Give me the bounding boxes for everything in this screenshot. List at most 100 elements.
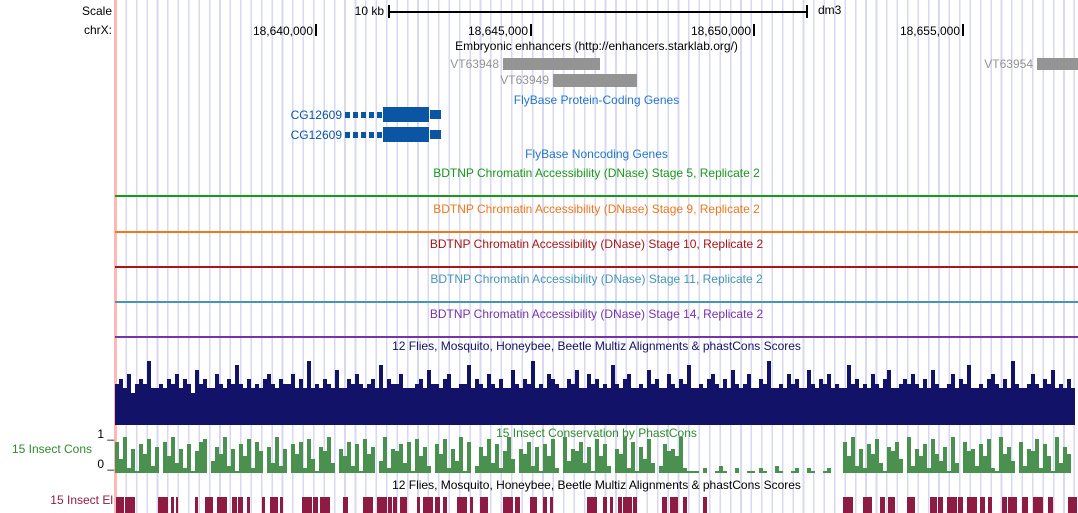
noncoding-genes-track-title[interactable]: FlyBase Noncoding Genes xyxy=(525,147,668,161)
conserved-element-block[interactable] xyxy=(623,497,632,513)
enhancer-box[interactable] xyxy=(1037,58,1078,70)
scale-bar-text: 10 kb xyxy=(354,4,384,18)
conserved-element-block[interactable] xyxy=(610,497,613,513)
bdtnp-track-label[interactable]: BDTNP Chromatin Accessibility (DNase) St… xyxy=(433,166,760,180)
conservation-wiggle-plot[interactable] xyxy=(115,437,1078,473)
conserved-element-block[interactable] xyxy=(247,497,250,513)
bdtnp-track-label[interactable]: BDTNP Chromatin Accessibility (DNase) St… xyxy=(429,307,764,321)
wiggle-bar xyxy=(879,388,883,425)
enhancers-track-title[interactable]: Embryonic enhancers (http://enhancers.st… xyxy=(455,39,738,53)
conserved-element-block[interactable] xyxy=(171,497,174,513)
conserved-element-block[interactable] xyxy=(176,497,178,513)
conserved-element-block[interactable] xyxy=(158,497,168,513)
wiggle-bar xyxy=(339,449,343,473)
gene-label[interactable]: CG12609 xyxy=(290,108,342,122)
conserved-element-block[interactable] xyxy=(232,497,237,513)
conserved-element-block[interactable] xyxy=(587,497,597,513)
conserved-element-block[interactable] xyxy=(880,497,885,513)
conserved-element-block[interactable] xyxy=(980,497,985,513)
conserved-element-block[interactable] xyxy=(843,497,853,513)
conserved-element-block[interactable] xyxy=(388,497,392,513)
conserved-element-block[interactable] xyxy=(618,497,622,513)
enhancer-box[interactable] xyxy=(503,58,600,70)
conserved-element-block[interactable] xyxy=(400,497,407,513)
wiggle-bar xyxy=(943,388,947,425)
conserved-element-block[interactable] xyxy=(863,497,872,513)
conserved-element-block[interactable] xyxy=(125,497,135,513)
conserved-element-block[interactable] xyxy=(1033,497,1043,513)
conserved-element-block[interactable] xyxy=(958,497,963,513)
conserved-element-block[interactable] xyxy=(1068,497,1077,513)
conserved-element-block[interactable] xyxy=(343,497,348,513)
conserved-element-block[interactable] xyxy=(670,497,678,513)
conserved-element-block[interactable] xyxy=(443,497,447,513)
conserved-element-block[interactable] xyxy=(530,497,537,513)
wiggle-bar xyxy=(975,388,979,425)
conserved-element-block[interactable] xyxy=(116,497,124,513)
conserved-element-block[interactable] xyxy=(947,497,957,513)
conserved-element-block[interactable] xyxy=(703,497,707,513)
conserved-element-block[interactable] xyxy=(1002,497,1007,513)
conserved-element-block[interactable] xyxy=(195,497,198,513)
conserved-element-block[interactable] xyxy=(262,497,265,513)
conserved-element-block[interactable] xyxy=(1048,497,1053,513)
conserved-element-block[interactable] xyxy=(907,497,915,513)
conserved-element-block[interactable] xyxy=(363,497,373,513)
conserved-element-block[interactable] xyxy=(393,497,397,513)
conserved-element-block[interactable] xyxy=(417,497,420,513)
conserved-element-block[interactable] xyxy=(930,497,937,513)
bdtnp-track-baseline xyxy=(115,301,1078,303)
wiggle-bar xyxy=(1011,461,1015,473)
conserved-element-block[interactable] xyxy=(603,497,607,513)
conserved-element-block[interactable] xyxy=(423,497,433,513)
conserved-element-block[interactable] xyxy=(503,497,513,513)
conserved-element-block[interactable] xyxy=(988,497,992,513)
wiggle-bar xyxy=(871,374,875,425)
conserved-element-block[interactable] xyxy=(313,497,318,513)
conserved-element-block[interactable] xyxy=(543,497,547,513)
wiggle-bar xyxy=(659,388,663,425)
conserved-element-block[interactable] xyxy=(470,497,473,513)
gene-exon-block[interactable] xyxy=(383,107,429,122)
enhancer-box[interactable] xyxy=(553,74,637,87)
conserved-element-block[interactable] xyxy=(280,497,283,513)
wiggle-bar xyxy=(143,453,147,473)
bdtnp-track-label[interactable]: BDTNP Chromatin Accessibility (DNase) St… xyxy=(433,202,760,216)
conserved-element-block[interactable] xyxy=(1008,497,1017,513)
conserved-element-block[interactable] xyxy=(662,497,667,513)
gene-exon-block[interactable] xyxy=(383,127,429,142)
conserved-element-block[interactable] xyxy=(270,497,278,513)
conserved-element-block[interactable] xyxy=(302,497,312,513)
conserved-element-block[interactable] xyxy=(967,497,977,513)
multiz-track-title-top[interactable]: 12 Flies, Mosquito, Honeybee, Beetle Mul… xyxy=(392,339,801,353)
conserved-element-block[interactable] xyxy=(938,497,943,513)
wiggle-bar xyxy=(271,383,275,425)
conserved-element-block[interactable] xyxy=(888,497,895,513)
conserved-element-block[interactable] xyxy=(217,497,227,513)
conserved-element-block[interactable] xyxy=(480,497,488,513)
elements-track-left-label[interactable]: 15 Insect El xyxy=(50,493,113,507)
conserved-element-block[interactable] xyxy=(435,497,440,513)
multiz-track-title-bottom[interactable]: 12 Flies, Mosquito, Honeybee, Beetle Mul… xyxy=(392,478,801,492)
multiz-density-plot[interactable] xyxy=(115,356,1078,425)
conserved-element-block[interactable] xyxy=(320,497,330,513)
wiggle-bar xyxy=(503,451,507,473)
gene-label[interactable]: CG12609 xyxy=(290,128,342,142)
wiggle-bar xyxy=(231,383,235,425)
wiggle-bar xyxy=(815,388,819,425)
bdtnp-track-label[interactable]: BDTNP Chromatin Accessibility (DNase) St… xyxy=(429,237,764,251)
cons-track-left-label[interactable]: 15 Insect Cons xyxy=(11,442,92,456)
coding-genes-track-title[interactable]: FlyBase Protein-Coding Genes xyxy=(513,93,680,107)
conserved-element-block[interactable] xyxy=(683,497,687,513)
conserved-element-block[interactable] xyxy=(1022,497,1028,513)
wiggle-bar xyxy=(383,388,387,425)
conserved-element-block[interactable] xyxy=(550,497,553,513)
conserved-element-block[interactable] xyxy=(633,497,637,513)
conserved-element-block[interactable] xyxy=(515,497,520,513)
bdtnp-track-label[interactable]: BDTNP Chromatin Accessibility (DNase) St… xyxy=(430,272,763,286)
conserved-element-block[interactable] xyxy=(457,497,467,513)
cons-track-title[interactable]: 15 Insect Conservation by PhastCons xyxy=(496,426,697,440)
conserved-element-block[interactable] xyxy=(377,497,387,513)
conserved-element-block[interactable] xyxy=(238,497,243,513)
conserved-element-block[interactable] xyxy=(205,497,213,513)
